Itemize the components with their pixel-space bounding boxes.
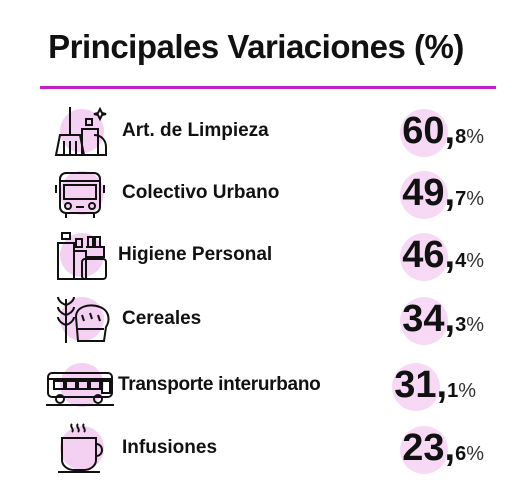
variation-value: 34,3% — [372, 295, 484, 345]
hygiene-products-icon — [48, 229, 116, 283]
list-item: Transporte interurbano 31,1% — [0, 355, 512, 417]
item-label: Higiene Personal — [118, 244, 273, 265]
coach-bus-icon — [44, 359, 114, 413]
page-title: Principales Variaciones (%) — [48, 28, 464, 65]
variation-value: 49,7% — [372, 169, 484, 219]
list-item: Infusiones 23,6% — [0, 418, 512, 480]
list-item: Cereales 34,3% — [0, 289, 512, 351]
bus-icon — [48, 167, 116, 221]
bread-wheat-icon — [48, 293, 116, 347]
variation-value: 23,6% — [372, 424, 484, 474]
item-label: Cereales — [122, 308, 202, 329]
item-label: Art. de Limpieza — [122, 120, 269, 141]
item-label: Infusiones — [122, 437, 218, 458]
item-label: Transporte interurbano — [118, 374, 321, 395]
hot-cup-icon — [48, 422, 116, 476]
variation-value: 60,8% — [372, 107, 484, 157]
list-item: Art. de Limpieza 60,8% — [0, 101, 512, 163]
list-item: Higiene Personal 46,4% — [0, 225, 512, 287]
title-divider — [40, 86, 496, 89]
cleaning-supplies-icon — [48, 105, 116, 159]
list-item: Colectivo Urbano 49,7% — [0, 163, 512, 225]
variation-value: 31,1% — [380, 361, 476, 411]
variation-value: 46,4% — [372, 231, 484, 281]
item-label: Colectivo Urbano — [122, 182, 280, 203]
